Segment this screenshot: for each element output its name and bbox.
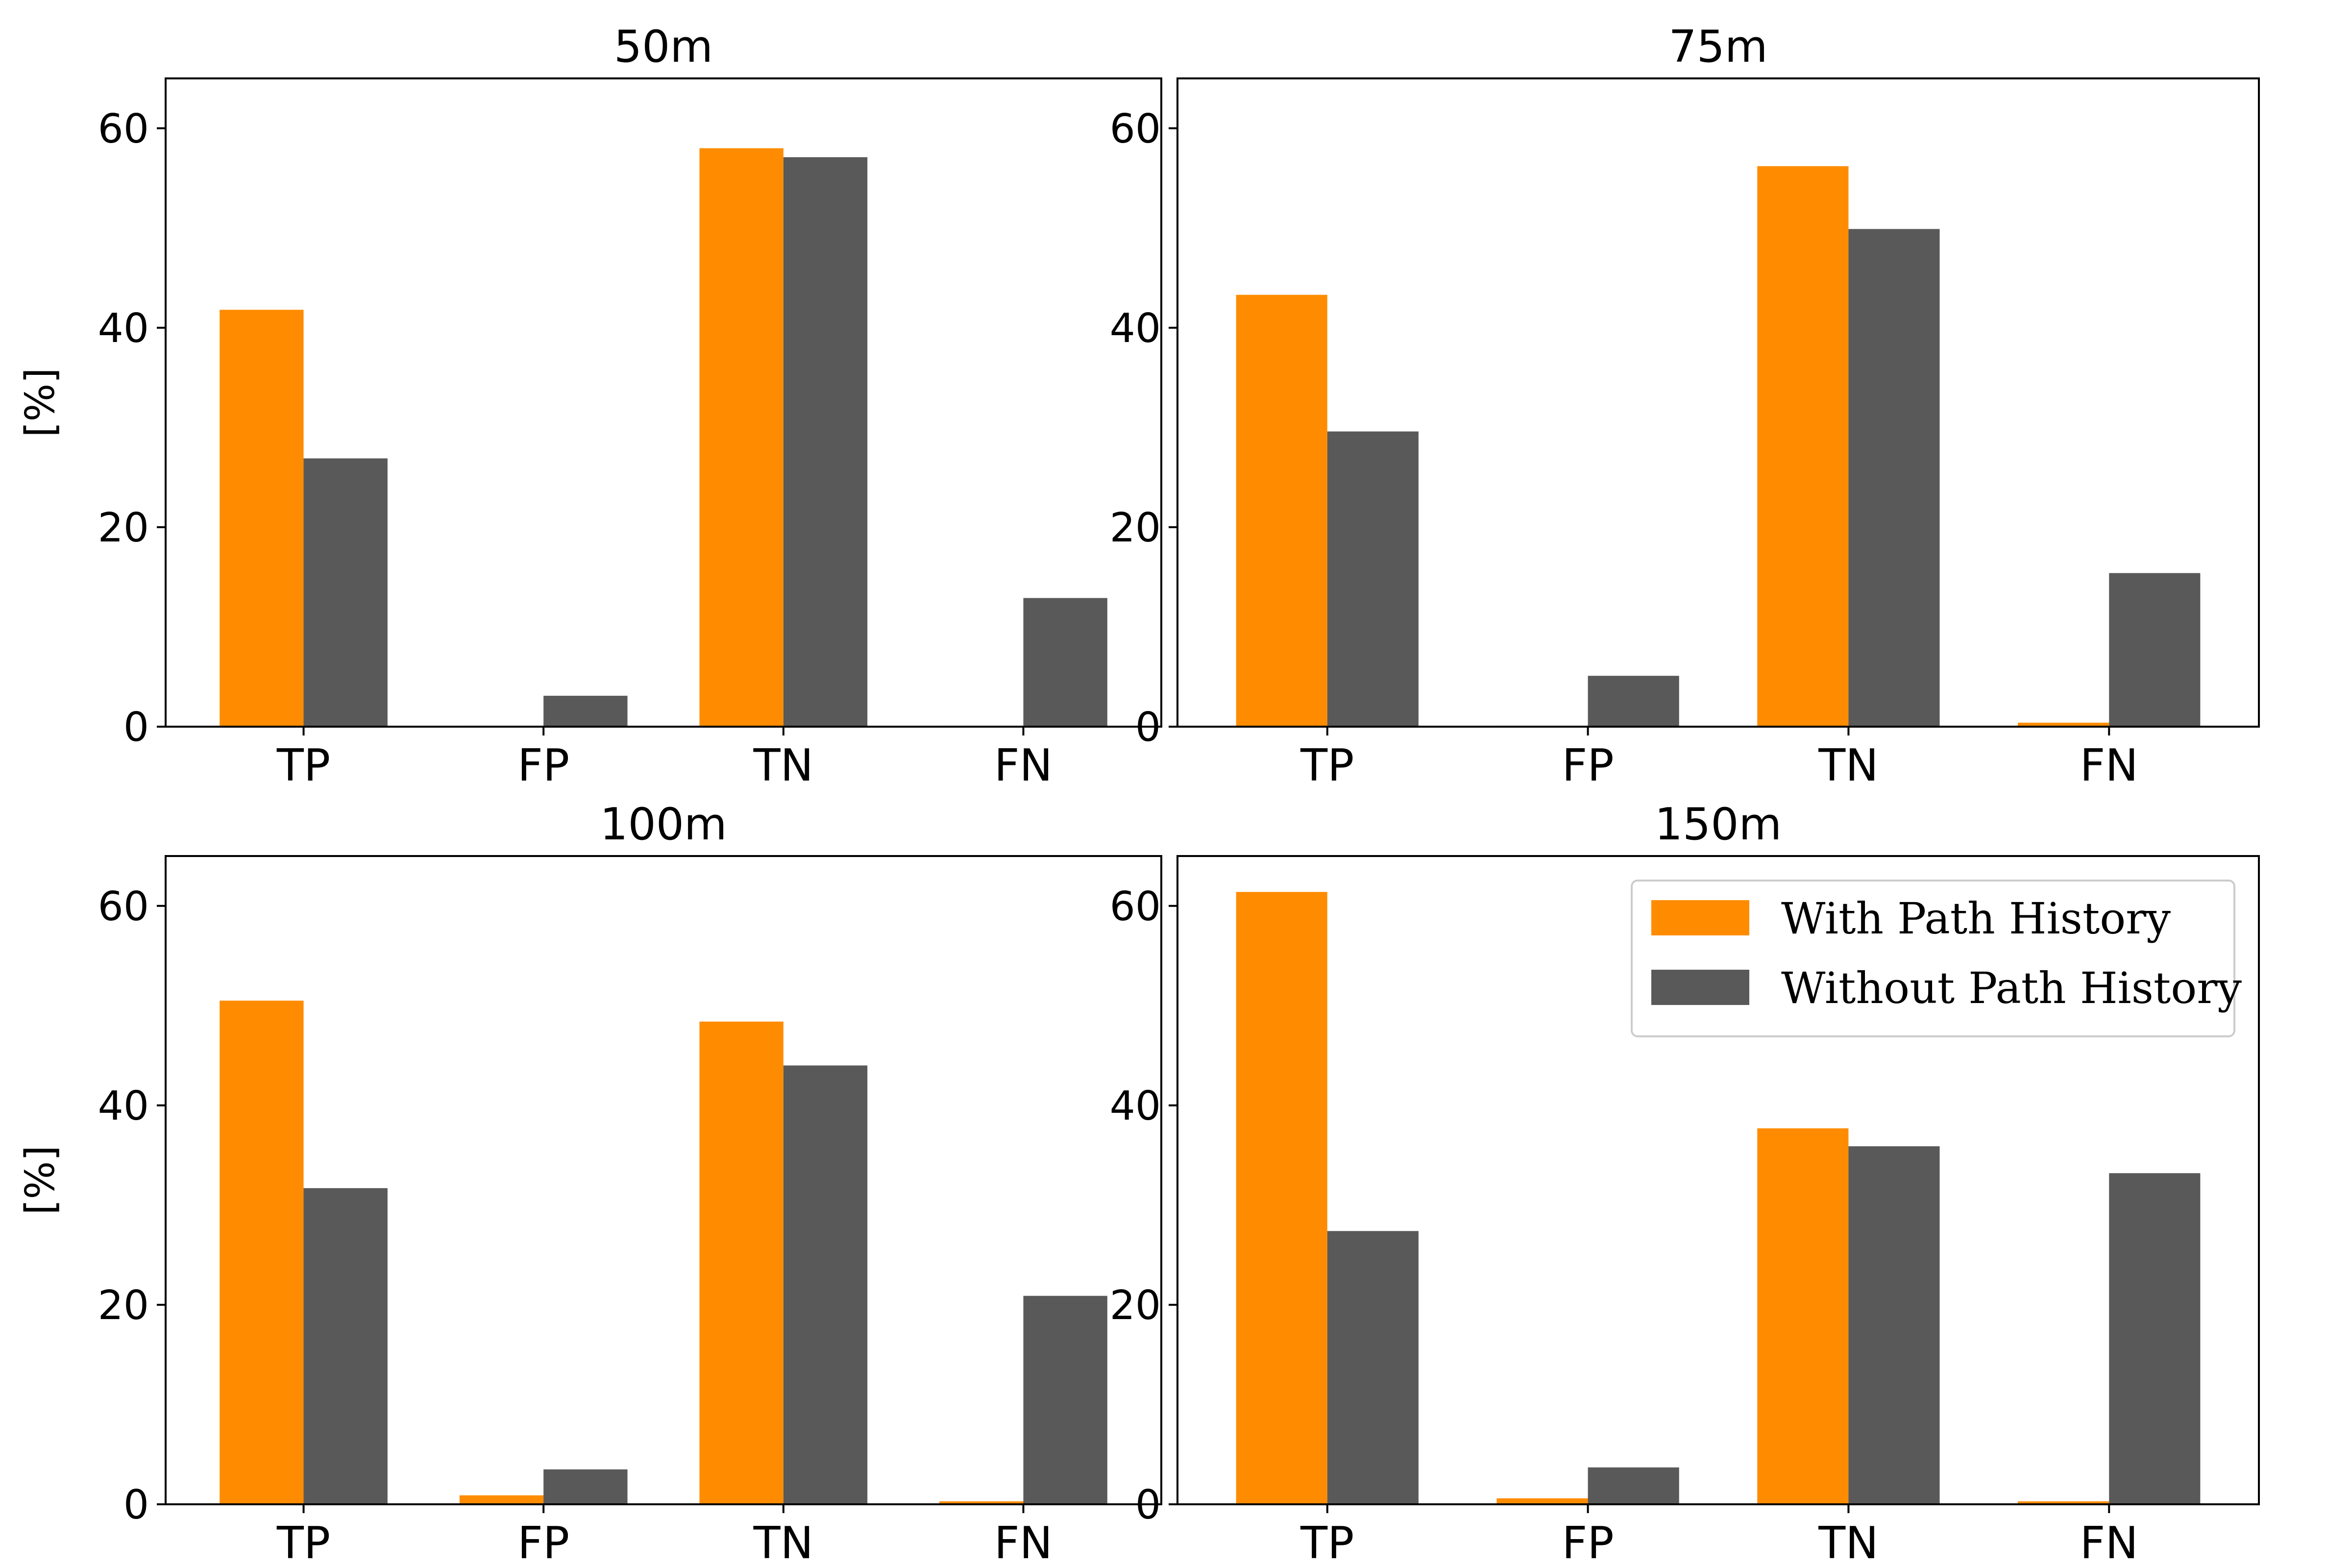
axes-frame <box>165 77 1162 728</box>
bar-with-path-history-tn <box>1757 1128 1849 1504</box>
legend-label: With Path History <box>1781 893 2171 944</box>
bar-with-path-history-tn <box>699 1021 784 1504</box>
bar-without-path-history-tn <box>1848 229 1940 727</box>
y-tick-label: 0 <box>1135 1482 1161 1528</box>
x-tick-label-fn: FN <box>2080 740 2138 791</box>
x-tick-label-fp: FP <box>1562 740 1614 791</box>
x-tick-label-fn: FN <box>2080 1518 2138 1568</box>
legend: With Path History Without Path History <box>1631 880 2242 1037</box>
y-tick-label: 60 <box>1110 883 1161 930</box>
y-tick-label: 60 <box>98 106 149 152</box>
y-tick-label: 0 <box>123 704 149 751</box>
bar-without-path-history-fn <box>2109 1173 2201 1504</box>
x-tick-label-tp: TP <box>276 1518 330 1568</box>
bar-without-path-history-tn <box>1848 1146 1940 1504</box>
x-tick-label-fp: FP <box>1562 1518 1614 1568</box>
x-tick-label-tn: TN <box>753 740 813 791</box>
bar-with-path-history-fn <box>939 1501 1024 1504</box>
bar-with-path-history-fn <box>2018 722 2109 727</box>
bar-with-path-history-tp <box>1236 892 1327 1504</box>
bar-without-path-history-tp <box>303 1188 388 1504</box>
axes-frame <box>1176 77 2260 728</box>
legend-swatch <box>1651 900 1749 935</box>
legend-swatch <box>1651 970 1749 1005</box>
x-tick-label-tn: TN <box>1818 1518 1878 1568</box>
bar-without-path-history-tn <box>783 157 868 727</box>
x-tick-label-tn: TN <box>1818 740 1878 791</box>
y-tick-label: 60 <box>1110 106 1161 152</box>
x-tick-label-fn: FN <box>994 740 1053 791</box>
chart-panel-1: 0 20 40 60 TP FP TN FN 50m [%] <box>17 21 1162 791</box>
bar-without-path-history-fp <box>1588 1467 1679 1504</box>
bar-without-path-history-tp <box>303 458 388 727</box>
bar-without-path-history-fn <box>1023 598 1107 727</box>
legend-label: Without Path History <box>1781 963 2242 1013</box>
y-tick-label: 40 <box>98 1083 149 1129</box>
x-tick-label-tn: TN <box>753 1518 813 1568</box>
y-tick-label: 40 <box>1110 1083 1161 1129</box>
bar-with-path-history-tp <box>1236 294 1327 727</box>
x-tick-label-tp: TP <box>276 740 330 791</box>
y-tick-label: 20 <box>98 505 149 551</box>
bar-with-path-history-fp <box>459 1495 544 1504</box>
bar-with-path-history-tp <box>220 310 304 727</box>
panel-title: 75m <box>1668 21 1767 73</box>
y-axis-label: [%] <box>17 368 64 438</box>
bar-without-path-history-fp <box>543 1469 628 1504</box>
x-tick-label-tp: TP <box>1300 740 1354 791</box>
panel-title: 150m <box>1655 799 1782 850</box>
y-tick-label: 60 <box>98 883 149 930</box>
axes-frame <box>165 855 1162 1505</box>
bar-with-path-history-tn <box>1757 166 1849 727</box>
y-axis-label: [%] <box>17 1146 64 1215</box>
bar-without-path-history-fp <box>1588 676 1679 727</box>
bar-with-path-history-tp <box>220 1001 304 1504</box>
chart-panel-2: 0 20 40 60 TP FP TN FN 75m <box>1110 21 2260 791</box>
y-tick-label: 20 <box>1110 1282 1161 1329</box>
y-tick-label: 20 <box>98 1282 149 1329</box>
panel-title: 100m <box>600 799 727 850</box>
x-tick-label-tp: TP <box>1300 1518 1354 1568</box>
y-tick-label: 0 <box>1135 704 1161 751</box>
bar-without-path-history-fn <box>1023 1296 1107 1504</box>
x-tick-label-fp: FP <box>517 740 569 791</box>
bar-with-path-history-tn <box>699 148 784 727</box>
y-tick-label: 40 <box>1110 305 1161 352</box>
x-tick-label-fn: FN <box>994 1518 1053 1568</box>
x-tick-label-fp: FP <box>517 1518 569 1568</box>
bar-without-path-history-tp <box>1327 1231 1419 1504</box>
bar-with-path-history-fn <box>2018 1501 2109 1504</box>
bar-with-path-history-fp <box>1496 1498 1588 1504</box>
bar-without-path-history-fn <box>2109 573 2201 727</box>
bar-without-path-history-tn <box>783 1065 868 1504</box>
bar-without-path-history-fp <box>543 695 628 727</box>
y-tick-label: 40 <box>98 305 149 352</box>
legend-box <box>1631 880 2235 1037</box>
y-tick-label: 0 <box>123 1482 149 1528</box>
bar-without-path-history-tp <box>1327 431 1419 727</box>
axes-frame <box>1176 855 2260 1505</box>
y-tick-label: 20 <box>1110 505 1161 551</box>
panel-title: 50m <box>614 21 713 73</box>
chart-panel-3: 0 20 40 60 TP FP TN FN 100m [%] <box>17 799 1162 1568</box>
